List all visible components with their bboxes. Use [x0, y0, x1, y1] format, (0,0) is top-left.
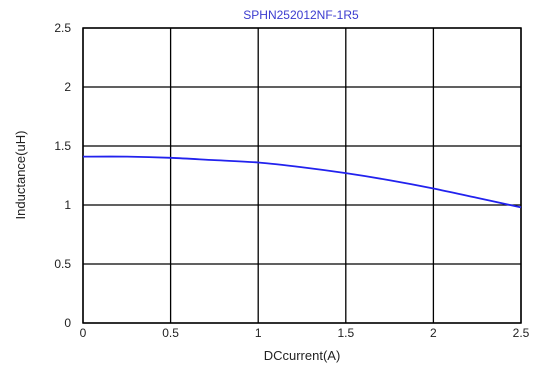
- x-tick-labels: 0 0.5 1 1.5 2 2.5: [80, 326, 530, 340]
- x-tick-label: 2.5: [513, 326, 530, 340]
- y-tick-labels: 0 0.5 1 1.5 2 2.5: [54, 21, 71, 330]
- x-tick-label: 1.5: [337, 326, 354, 340]
- grid: [82, 27, 522, 324]
- y-tick-label: 1.5: [54, 139, 71, 153]
- x-axis-label: DCcurrent(A): [264, 348, 341, 363]
- chart-title: SPHN252012NF-1R5: [243, 8, 359, 22]
- x-tick-label: 0: [80, 326, 87, 340]
- series-line-0: [82, 155, 522, 209]
- x-tick-label: 1: [255, 326, 262, 340]
- x-tick-label: 0.5: [162, 326, 179, 340]
- series-layer: [82, 155, 522, 209]
- x-tick-label: 2: [430, 326, 437, 340]
- y-tick-label: 0.5: [54, 257, 71, 271]
- y-tick-label: 1: [64, 198, 71, 212]
- y-axis-label: Inductance(uH): [13, 131, 28, 220]
- y-tick-label: 2: [64, 80, 71, 94]
- y-tick-label: 0: [64, 316, 71, 330]
- y-tick-label: 2.5: [54, 21, 71, 35]
- plot-frame: [82, 27, 522, 324]
